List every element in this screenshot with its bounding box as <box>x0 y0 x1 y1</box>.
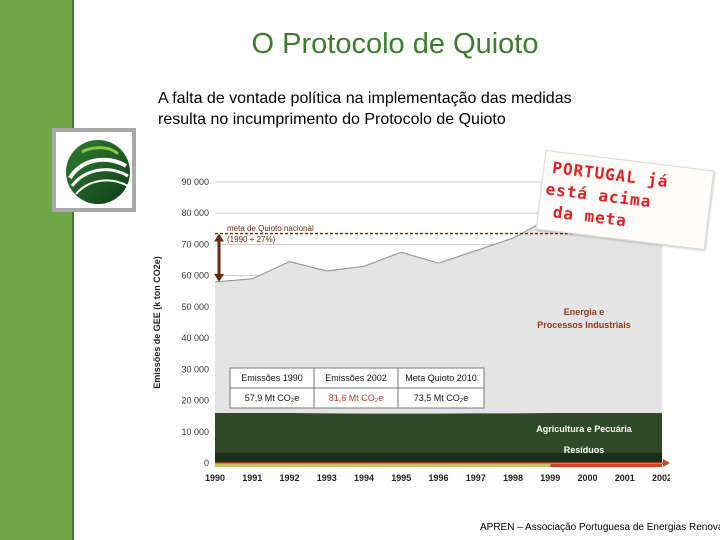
sidebar-band <box>0 0 72 540</box>
gap-arrow-head-top <box>214 233 224 242</box>
gap-arrow-head-bottom <box>214 273 224 282</box>
table-header: Emissões 2002 <box>325 373 387 383</box>
x-tick-label: 1990 <box>205 473 225 483</box>
series-area-residues <box>215 452 662 463</box>
strip-segment-early <box>215 464 551 467</box>
y-tick-label: 20 000 <box>181 396 209 406</box>
series-label-residues: Resíduos <box>564 445 605 455</box>
x-tick-label: 1996 <box>428 473 448 483</box>
x-tick-label: 1998 <box>503 473 523 483</box>
target-label-1: meta de Quioto nacional <box>227 224 314 233</box>
series-label-energy-2: Processos Industriais <box>537 320 631 330</box>
series-area-energy <box>215 206 662 414</box>
logo <box>52 128 136 212</box>
x-tick-label: 2000 <box>577 473 597 483</box>
series-label-agriculture: Agricultura e Pecuária <box>536 424 633 434</box>
x-tick-label: 1993 <box>317 473 337 483</box>
table-value: 81,6 Mt CO₂e <box>329 393 384 403</box>
y-tick-label: 0 <box>204 458 209 468</box>
sidebar-divider <box>72 0 74 540</box>
y-tick-label: 50 000 <box>181 302 209 312</box>
x-tick-label: 2001 <box>615 473 635 483</box>
x-tick-label: 1999 <box>540 473 560 483</box>
y-tick-label: 90 000 <box>181 177 209 187</box>
slide-subtitle: A falta de vontade política na implement… <box>158 88 638 130</box>
x-tick-label: 1994 <box>354 473 374 483</box>
strip-segment-late <box>550 464 662 467</box>
subtitle-line-2: resulta no incumprimento do Protocolo de… <box>158 111 506 128</box>
y-tick-label: 10 000 <box>181 427 209 437</box>
subtitle-line-1: A falta de vontade política na implement… <box>158 90 572 107</box>
y-tick-label: 80 000 <box>181 208 209 218</box>
slide-title: O Protocolo de Quioto <box>251 28 539 60</box>
table-header: Emissões 1990 <box>241 373 303 383</box>
y-tick-label: 30 000 <box>181 364 209 374</box>
y-tick-label: 60 000 <box>181 271 209 281</box>
x-tick-label: 1992 <box>279 473 299 483</box>
footer-credit: APREN – Associação Portuguesa de Energia… <box>480 522 720 533</box>
table-header: Meta Quioto 2010 <box>405 373 477 383</box>
y-tick-label: 70 000 <box>181 239 209 249</box>
y-tick-label: 40 000 <box>181 333 209 343</box>
x-tick-label: 1991 <box>242 473 262 483</box>
x-tick-label: 1995 <box>391 473 411 483</box>
x-tick-label: 2002 <box>652 473 670 483</box>
x-axis-arrowhead <box>663 459 670 467</box>
x-tick-label: 1997 <box>466 473 486 483</box>
series-area-agriculture <box>215 413 662 453</box>
y-axis-label: Emissões de GEE (k ton CO2e) <box>152 256 162 389</box>
table-value: 73,5 Mt CO₂e <box>414 393 469 403</box>
swirl-logo-icon <box>66 140 130 204</box>
target-label-2: (1990 + 27%) <box>227 235 276 244</box>
table-value: 57,9 Mt CO₂e <box>245 393 300 403</box>
emissions-chart: 0 10 000 20 000 30 000 40 000 50 000 60 000 70 … <box>152 177 670 483</box>
series-label-energy-1: Energia e <box>564 307 605 317</box>
